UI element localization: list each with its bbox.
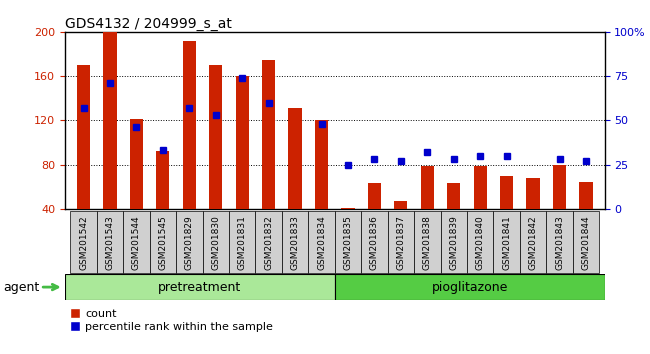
Bar xyxy=(421,166,434,209)
FancyBboxPatch shape xyxy=(203,211,229,273)
Text: GSM201831: GSM201831 xyxy=(238,216,247,270)
FancyBboxPatch shape xyxy=(229,211,255,273)
Text: pretreatment: pretreatment xyxy=(158,281,242,293)
FancyBboxPatch shape xyxy=(308,211,335,273)
Text: GSM201836: GSM201836 xyxy=(370,216,379,270)
FancyBboxPatch shape xyxy=(335,211,361,273)
Text: GSM201839: GSM201839 xyxy=(449,216,458,270)
Text: GSM201833: GSM201833 xyxy=(291,216,300,270)
FancyBboxPatch shape xyxy=(546,211,573,273)
Text: pioglitazone: pioglitazone xyxy=(432,281,508,293)
Text: GSM201837: GSM201837 xyxy=(396,216,406,270)
Text: GSM201838: GSM201838 xyxy=(422,216,432,270)
Bar xyxy=(103,32,116,209)
Bar xyxy=(183,41,196,209)
Bar xyxy=(315,120,328,209)
Bar xyxy=(235,76,249,209)
Bar xyxy=(553,165,566,209)
FancyBboxPatch shape xyxy=(441,211,467,273)
FancyBboxPatch shape xyxy=(520,211,546,273)
Legend: count, percentile rank within the sample: count, percentile rank within the sample xyxy=(71,309,273,332)
FancyBboxPatch shape xyxy=(467,211,493,273)
Text: GSM201841: GSM201841 xyxy=(502,216,511,270)
Text: GDS4132 / 204999_s_at: GDS4132 / 204999_s_at xyxy=(65,17,232,31)
FancyBboxPatch shape xyxy=(124,211,150,273)
FancyBboxPatch shape xyxy=(255,211,282,273)
Bar xyxy=(526,178,539,209)
FancyBboxPatch shape xyxy=(176,211,203,273)
FancyBboxPatch shape xyxy=(97,211,124,273)
Text: GSM201829: GSM201829 xyxy=(185,216,194,270)
Text: GSM201840: GSM201840 xyxy=(476,216,485,270)
Bar xyxy=(262,59,275,209)
Bar xyxy=(77,65,90,209)
Bar xyxy=(368,183,381,209)
FancyBboxPatch shape xyxy=(387,211,414,273)
Text: GSM201843: GSM201843 xyxy=(555,216,564,270)
Bar xyxy=(156,152,170,209)
FancyBboxPatch shape xyxy=(573,211,599,273)
Text: GSM201842: GSM201842 xyxy=(528,216,538,270)
FancyBboxPatch shape xyxy=(361,211,387,273)
Bar xyxy=(447,183,460,209)
Bar xyxy=(474,166,487,209)
Bar xyxy=(289,108,302,209)
Text: GSM201835: GSM201835 xyxy=(343,216,352,270)
Bar xyxy=(500,176,514,209)
FancyBboxPatch shape xyxy=(493,211,520,273)
FancyBboxPatch shape xyxy=(282,211,308,273)
Text: GSM201832: GSM201832 xyxy=(264,216,273,270)
FancyBboxPatch shape xyxy=(70,211,97,273)
Bar xyxy=(209,65,222,209)
Text: GSM201545: GSM201545 xyxy=(159,216,167,270)
Text: GSM201834: GSM201834 xyxy=(317,216,326,270)
Text: GSM201844: GSM201844 xyxy=(582,216,590,270)
FancyBboxPatch shape xyxy=(65,274,335,300)
Text: GSM201542: GSM201542 xyxy=(79,216,88,270)
Text: agent: agent xyxy=(3,281,40,293)
FancyBboxPatch shape xyxy=(335,274,604,300)
FancyBboxPatch shape xyxy=(414,211,441,273)
Text: GSM201543: GSM201543 xyxy=(105,216,114,270)
Bar xyxy=(130,119,143,209)
Bar xyxy=(579,182,593,209)
Bar xyxy=(341,208,355,209)
Text: GSM201544: GSM201544 xyxy=(132,216,141,270)
FancyBboxPatch shape xyxy=(150,211,176,273)
Bar xyxy=(395,201,408,209)
Text: GSM201830: GSM201830 xyxy=(211,216,220,270)
